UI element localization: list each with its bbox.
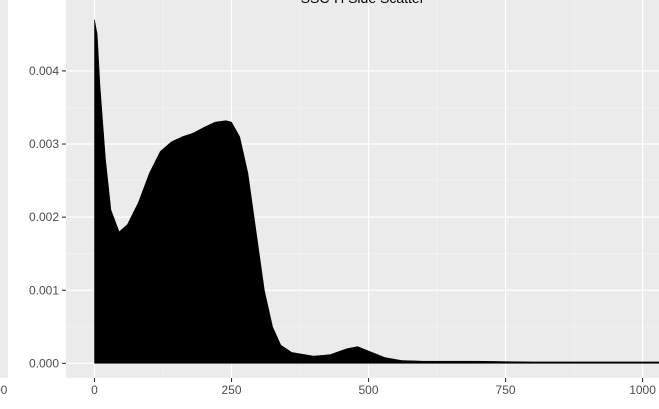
x-tick-label: 500 <box>359 383 379 397</box>
y-tick-label: 0.001 <box>29 283 59 297</box>
neighbor-panel <box>0 0 8 378</box>
x-tick-label: 0 <box>91 383 98 397</box>
x-tick-label: 250 <box>221 383 241 397</box>
y-tick-label: 0.000 <box>29 356 59 370</box>
density-area <box>94 19 659 364</box>
x-tick-label: 1000 <box>629 383 656 397</box>
x-tick-label: 1000 <box>0 383 8 397</box>
y-tick-label: 0.002 <box>29 210 59 224</box>
x-tick-label: 750 <box>496 383 516 397</box>
chart-title: SSC-H Side Scatter <box>301 0 425 6</box>
y-tick-label: 0.003 <box>29 137 59 151</box>
y-tick-label: 0.004 <box>29 64 59 78</box>
